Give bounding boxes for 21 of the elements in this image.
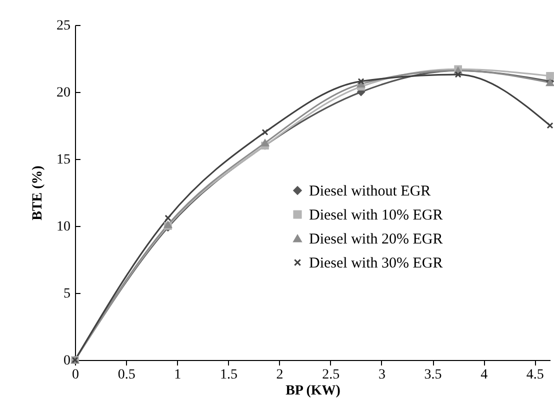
y-tick-label: 20 bbox=[56, 86, 70, 100]
legend-label: Diesel without EGR bbox=[309, 184, 431, 200]
x-tick-label: 3 bbox=[378, 368, 386, 382]
y-tick-label: 0 bbox=[64, 354, 70, 368]
x-tick-label: 0.5 bbox=[118, 368, 136, 382]
y-tick-label: 25 bbox=[56, 18, 70, 34]
x-tick-label: 4 bbox=[480, 368, 488, 382]
y-tick-label: 10 bbox=[56, 220, 70, 234]
x-tick-label: 1.5 bbox=[220, 368, 238, 382]
legend-label: Diesel with 10% EGR bbox=[309, 208, 443, 224]
x-tick-label: 2 bbox=[276, 368, 284, 382]
y-tick-label: 15 bbox=[56, 152, 70, 168]
y-tick-label: 5 bbox=[64, 286, 70, 302]
y-axis-title: BTE (%) bbox=[30, 165, 46, 220]
x-axis-title: BP (KW) bbox=[286, 384, 341, 398]
legend-label: Diesel with 30% EGR bbox=[309, 256, 443, 272]
x-tick-label: 4.5 bbox=[526, 368, 544, 382]
x-tick-label: 1 bbox=[174, 368, 182, 382]
legend-label: Diesel with 20% EGR bbox=[309, 232, 443, 248]
x-tick-label: 3.5 bbox=[424, 368, 442, 382]
x-tick-label: 2.5 bbox=[322, 368, 340, 382]
